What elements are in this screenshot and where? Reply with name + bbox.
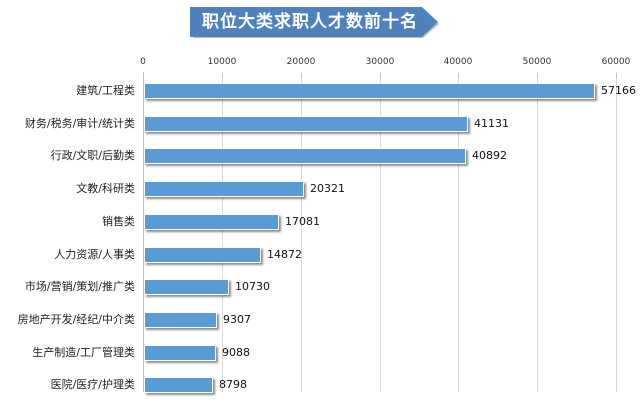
bar	[144, 247, 261, 263]
gridline	[458, 72, 459, 392]
category-label: 行政/文职/后勤类	[50, 149, 135, 162]
gridline	[380, 72, 381, 392]
bar	[144, 214, 279, 230]
bar	[144, 312, 217, 328]
x-tick-label: 50000	[522, 57, 552, 67]
banner-arrow-shape	[190, 7, 439, 38]
x-tick-label: 10000	[207, 57, 237, 67]
tick-mark	[380, 74, 381, 78]
category-label: 财务/税务/审计/统计类	[24, 117, 135, 130]
tick-mark	[301, 74, 302, 78]
gridline	[616, 72, 617, 392]
y-axis-line	[143, 72, 144, 392]
chart-title: 职位大类求职人才数前十名	[202, 12, 418, 32]
value-label: 9088	[222, 346, 250, 359]
bar	[144, 181, 304, 197]
bar	[144, 83, 595, 99]
category-label: 文教/科研类	[76, 182, 135, 195]
category-label: 医院/医疗/护理类	[50, 378, 135, 391]
category-label: 人力资源/人事类	[54, 248, 135, 261]
value-label: 9307	[223, 313, 251, 326]
x-tick-label: 30000	[365, 57, 395, 67]
x-tick-label: 0	[140, 57, 146, 67]
value-label: 10730	[235, 280, 270, 293]
bar	[144, 377, 213, 393]
gridline	[301, 72, 302, 392]
gridline	[222, 72, 223, 392]
tick-mark	[616, 74, 617, 78]
category-label: 市场/营销/策划/推广类	[24, 280, 135, 293]
tick-mark	[458, 74, 459, 78]
category-label: 生产制造/工厂管理类	[32, 346, 135, 359]
x-tick-label: 40000	[443, 57, 473, 67]
value-label: 20321	[310, 182, 345, 195]
value-label: 17081	[285, 215, 320, 228]
value-label: 57166	[601, 84, 636, 97]
bar	[144, 148, 466, 164]
value-label: 14872	[267, 248, 302, 261]
value-label: 8798	[219, 378, 247, 391]
bar	[144, 279, 229, 295]
x-tick-label: 20000	[286, 57, 316, 67]
category-label: 房地产开发/经纪/中介类	[17, 313, 135, 326]
tick-mark	[143, 74, 144, 78]
value-label: 40892	[472, 149, 507, 162]
category-label: 销售类	[102, 215, 135, 228]
tick-mark	[537, 74, 538, 78]
bar	[144, 116, 468, 132]
value-label: 41131	[474, 117, 509, 130]
x-tick-label: 60000	[601, 57, 631, 67]
title-banner: 职位大类求职人才数前十名	[190, 7, 440, 38]
bar	[144, 345, 216, 361]
tick-mark	[222, 74, 223, 78]
gridline	[537, 72, 538, 392]
category-label: 建筑/工程类	[76, 84, 135, 97]
